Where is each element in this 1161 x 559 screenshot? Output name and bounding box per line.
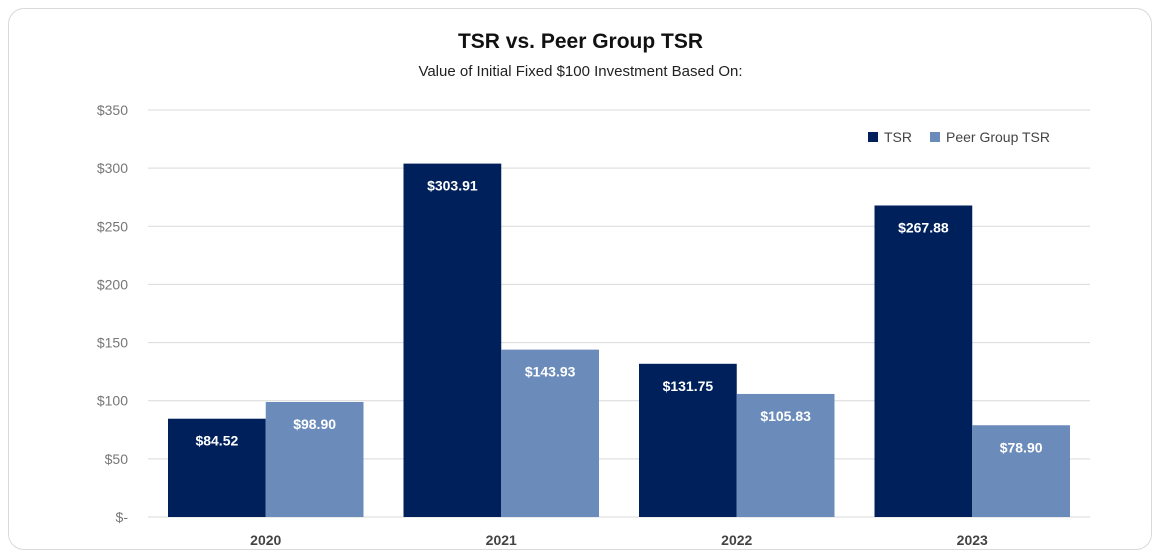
bar-peer (265, 401, 364, 517)
y-tick-label: $50 (105, 451, 129, 467)
chart-subtitle: Value of Initial Fixed $100 Investment B… (418, 63, 743, 80)
data-label: $267.88 (898, 219, 949, 235)
bar-peer (972, 425, 1070, 517)
chart-card (8, 8, 1152, 550)
legend-item-peer: Peer Group TSR (930, 129, 1050, 145)
y-tick-label: $- (116, 509, 129, 525)
bar-tsr (168, 418, 266, 517)
bar-tsr (874, 205, 973, 517)
legend: TSR Peer Group TSR (868, 129, 1050, 145)
data-label: $131.75 (663, 378, 714, 394)
x-tick-label: 2021 (486, 532, 517, 548)
y-tick-label: $100 (97, 393, 128, 409)
legend-label-peer: Peer Group TSR (946, 129, 1051, 145)
chart-title: TSR vs. Peer Group TSR (457, 30, 704, 53)
legend-swatch-tsr (868, 132, 878, 142)
data-label: $98.90 (293, 416, 336, 432)
data-label: $105.83 (760, 408, 811, 424)
legend-label-tsr: TSR (884, 129, 912, 145)
x-tick-label: 2020 (250, 532, 281, 548)
y-tick-label: $350 (97, 102, 128, 118)
data-label: $84.52 (195, 433, 238, 449)
bar-peer (736, 393, 835, 517)
data-label: $303.91 (427, 178, 478, 194)
x-tick-label: 2023 (957, 532, 988, 548)
legend-swatch-peer (930, 132, 940, 142)
legend-item-tsr: TSR (868, 129, 912, 145)
y-tick-label: $200 (97, 276, 128, 292)
data-label: $78.90 (1000, 439, 1043, 455)
bar-peer (501, 349, 599, 517)
bar-tsr (639, 363, 737, 517)
y-tick-label: $300 (97, 160, 128, 176)
bar-tsr (403, 163, 502, 518)
y-tick-label: $250 (97, 218, 128, 234)
x-tick-label: 2022 (721, 532, 752, 548)
y-tick-label: $150 (97, 335, 128, 351)
data-label: $143.93 (525, 364, 576, 380)
